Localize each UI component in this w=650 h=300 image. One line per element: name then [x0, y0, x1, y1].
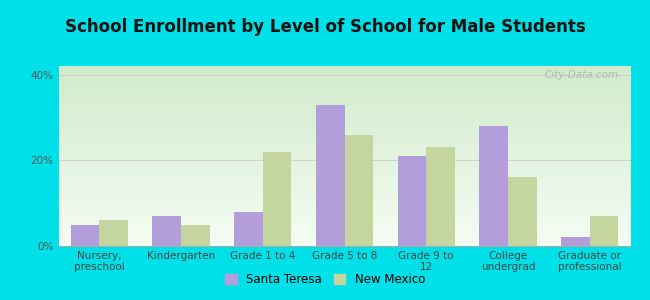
Bar: [71, 225, 99, 246]
Text: School Enrollment by Level of School for Male Students: School Enrollment by Level of School for…: [64, 18, 586, 36]
Bar: [344, 135, 373, 246]
Legend: Santa Teresa, New Mexico: Santa Teresa, New Mexico: [220, 269, 430, 291]
Bar: [590, 216, 618, 246]
Bar: [316, 105, 344, 246]
Text: City-Data.com: City-Data.com: [545, 70, 619, 80]
Bar: [561, 237, 590, 246]
Bar: [508, 177, 536, 246]
Bar: [234, 212, 263, 246]
Bar: [426, 147, 455, 246]
Bar: [398, 156, 426, 246]
Bar: [263, 152, 291, 246]
Bar: [181, 225, 210, 246]
Bar: [479, 126, 508, 246]
Bar: [153, 216, 181, 246]
Bar: [99, 220, 128, 246]
